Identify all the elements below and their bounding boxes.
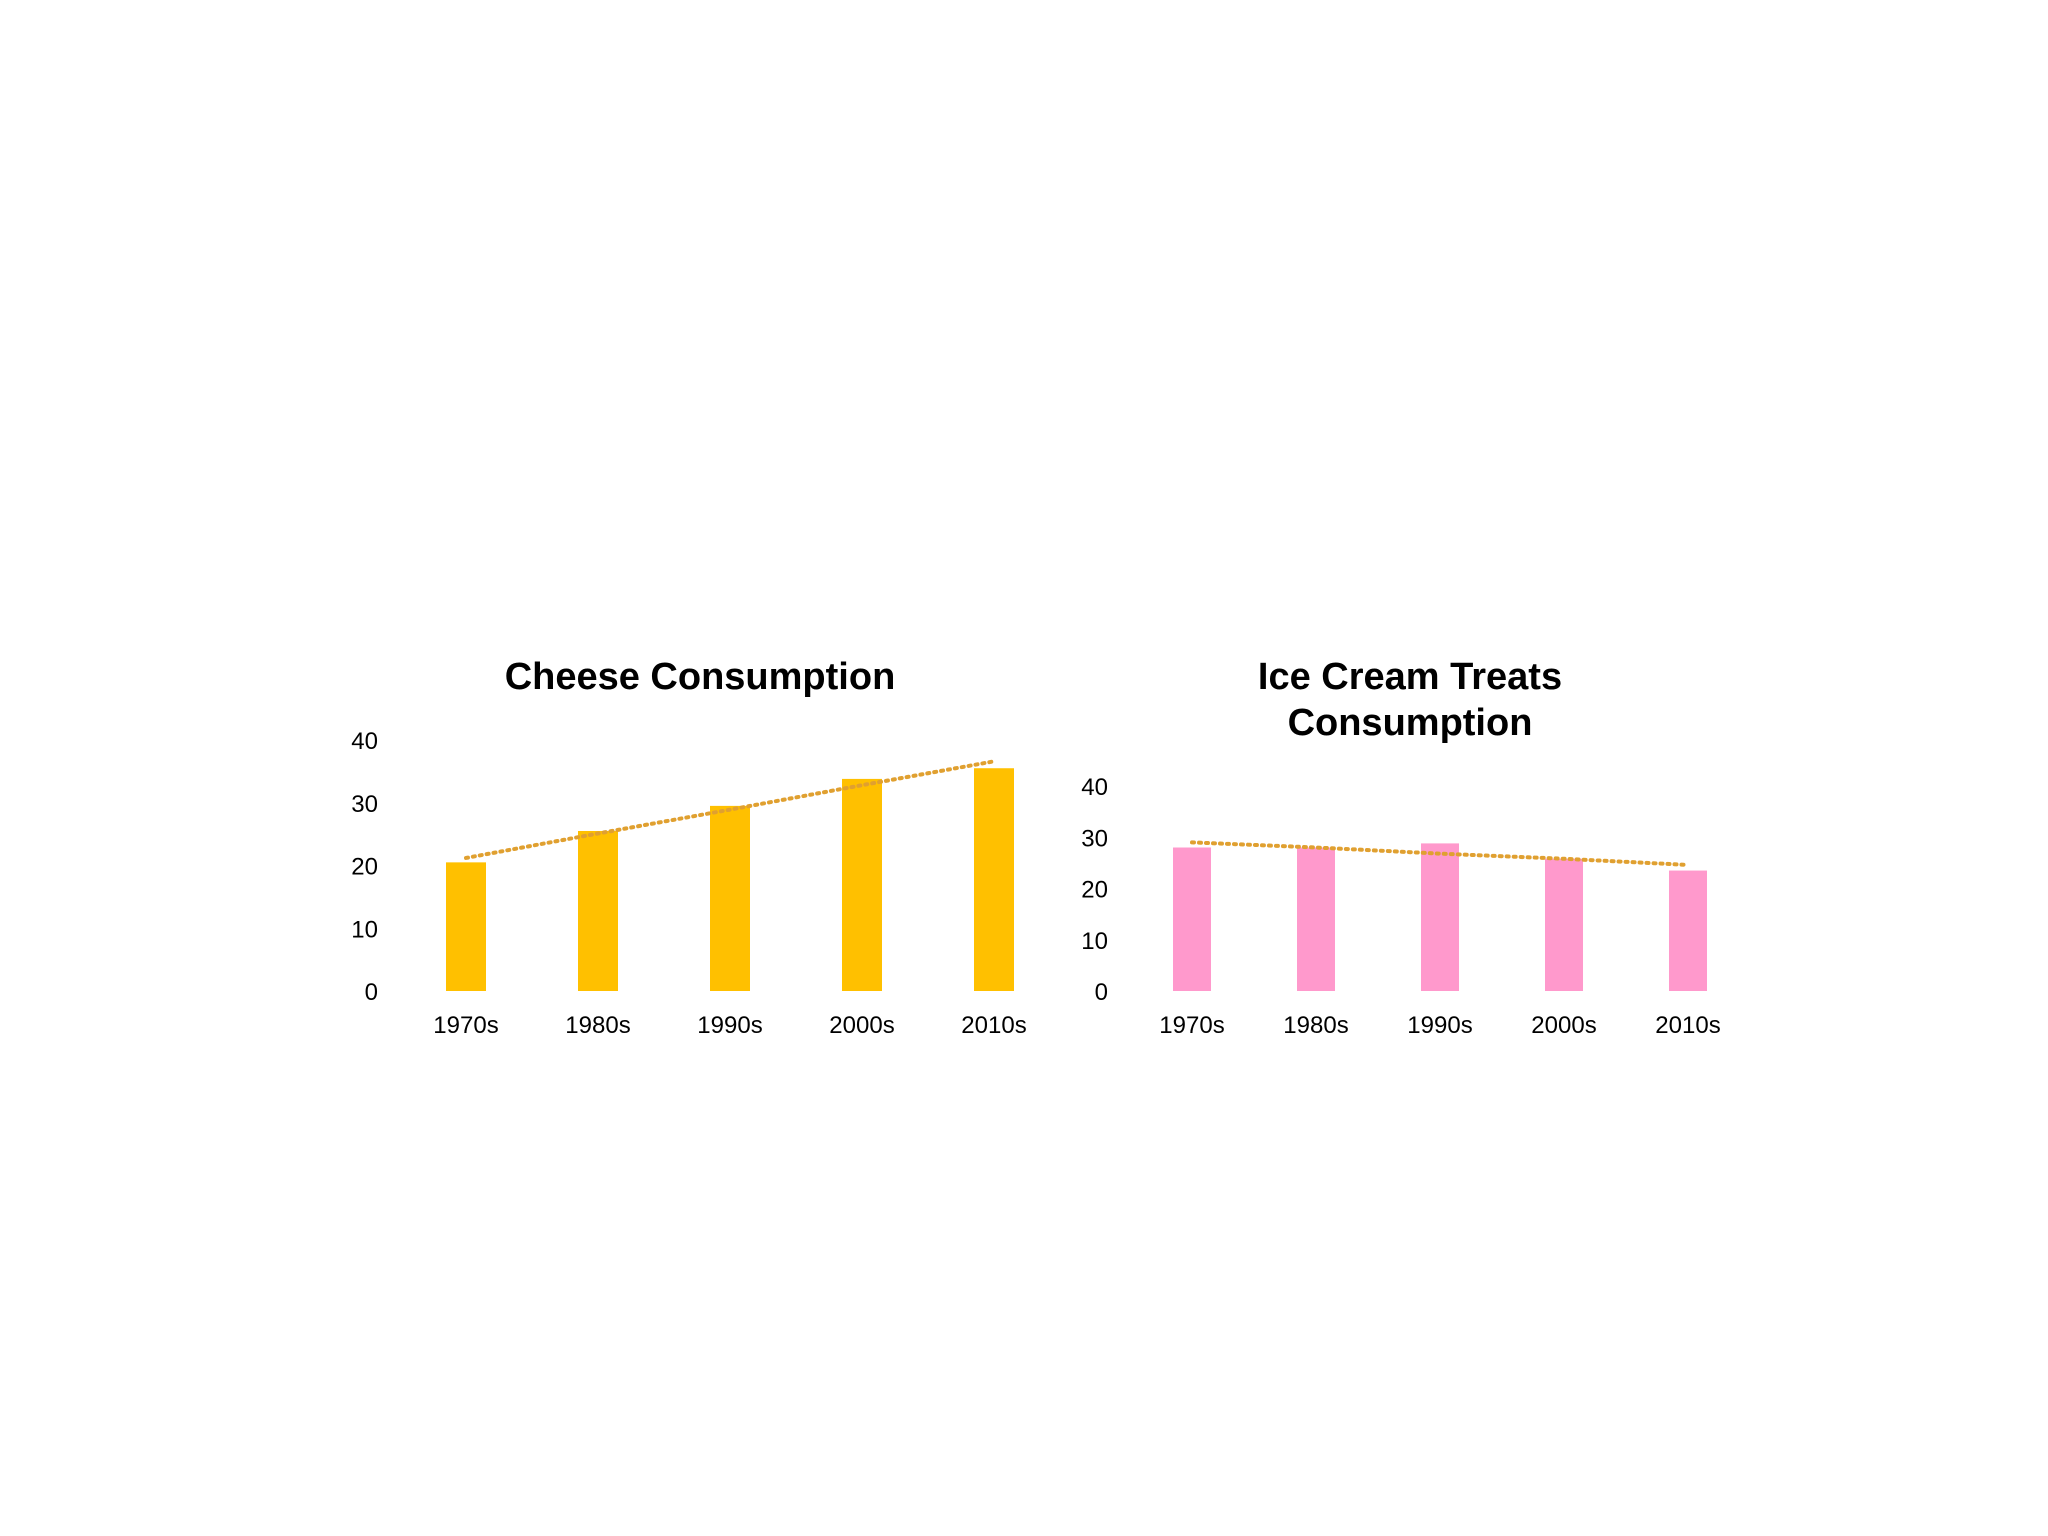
y-tick-label: 0 [1095,979,1108,1006]
x-tick-label: 1980s [1283,1012,1348,1039]
ice-cream-treats-consumption-chart: Ice Cream Treats Consumption 0 10 20 30 40 19… [1060,640,1760,1060]
y-tick-label: 30 [1081,825,1108,852]
y-tick-label: 40 [1081,774,1108,801]
chart-title: Ice Cream Treats Consumption [1060,654,1760,746]
bar-2010s [974,768,1014,991]
cheese-consumption-chart: Cheese Consumption 0 10 20 30 40 1970s 1980s 19… [320,640,1080,1060]
x-tick-label: 1990s [1407,1012,1472,1039]
y-tick-label: 20 [1081,877,1108,904]
y-tick-label: 0 [365,979,378,1006]
x-tick-label: 1970s [1159,1012,1224,1039]
trendline [1190,840,1690,867]
bar-1970s [446,862,486,991]
y-tick-label: 20 [351,854,378,881]
ice-cream-plot-area: 0 10 20 30 40 1970s 1980s 1990s 2000s 2010s [1081,774,1720,1039]
x-tick-label: 2010s [1655,1012,1720,1039]
trendline [464,759,996,860]
x-tick-label: 2000s [829,1012,894,1039]
bar-1990s [710,805,750,991]
x-tick-label: 1970s [433,1012,498,1039]
bar-1970s [1173,847,1211,991]
cheese-plot-area: 0 10 20 30 40 1970s 1980s 1990s 2000s 2010s [351,728,1026,1039]
y-tick-label: 30 [351,791,378,818]
y-tick-label: 10 [1081,928,1108,955]
x-tick-label: 2000s [1531,1012,1596,1039]
x-tick-label: 1990s [697,1012,762,1039]
bar-2000s [1545,858,1583,991]
x-tick-label: 2010s [961,1012,1026,1039]
chart-title-line-2: Consumption [1287,702,1533,744]
chart-title: Cheese Consumption [504,656,896,698]
y-tick-label: 40 [351,728,378,755]
x-tick-label: 1980s [565,1012,630,1039]
bar-2000s [842,778,882,991]
bar-2010s [1669,870,1707,991]
bar-1980s [578,830,618,991]
bar-1990s [1421,843,1459,991]
chart-title-line-1: Ice Cream Treats [1257,656,1563,698]
bar-1980s [1297,847,1335,991]
y-tick-label: 10 [351,916,378,943]
